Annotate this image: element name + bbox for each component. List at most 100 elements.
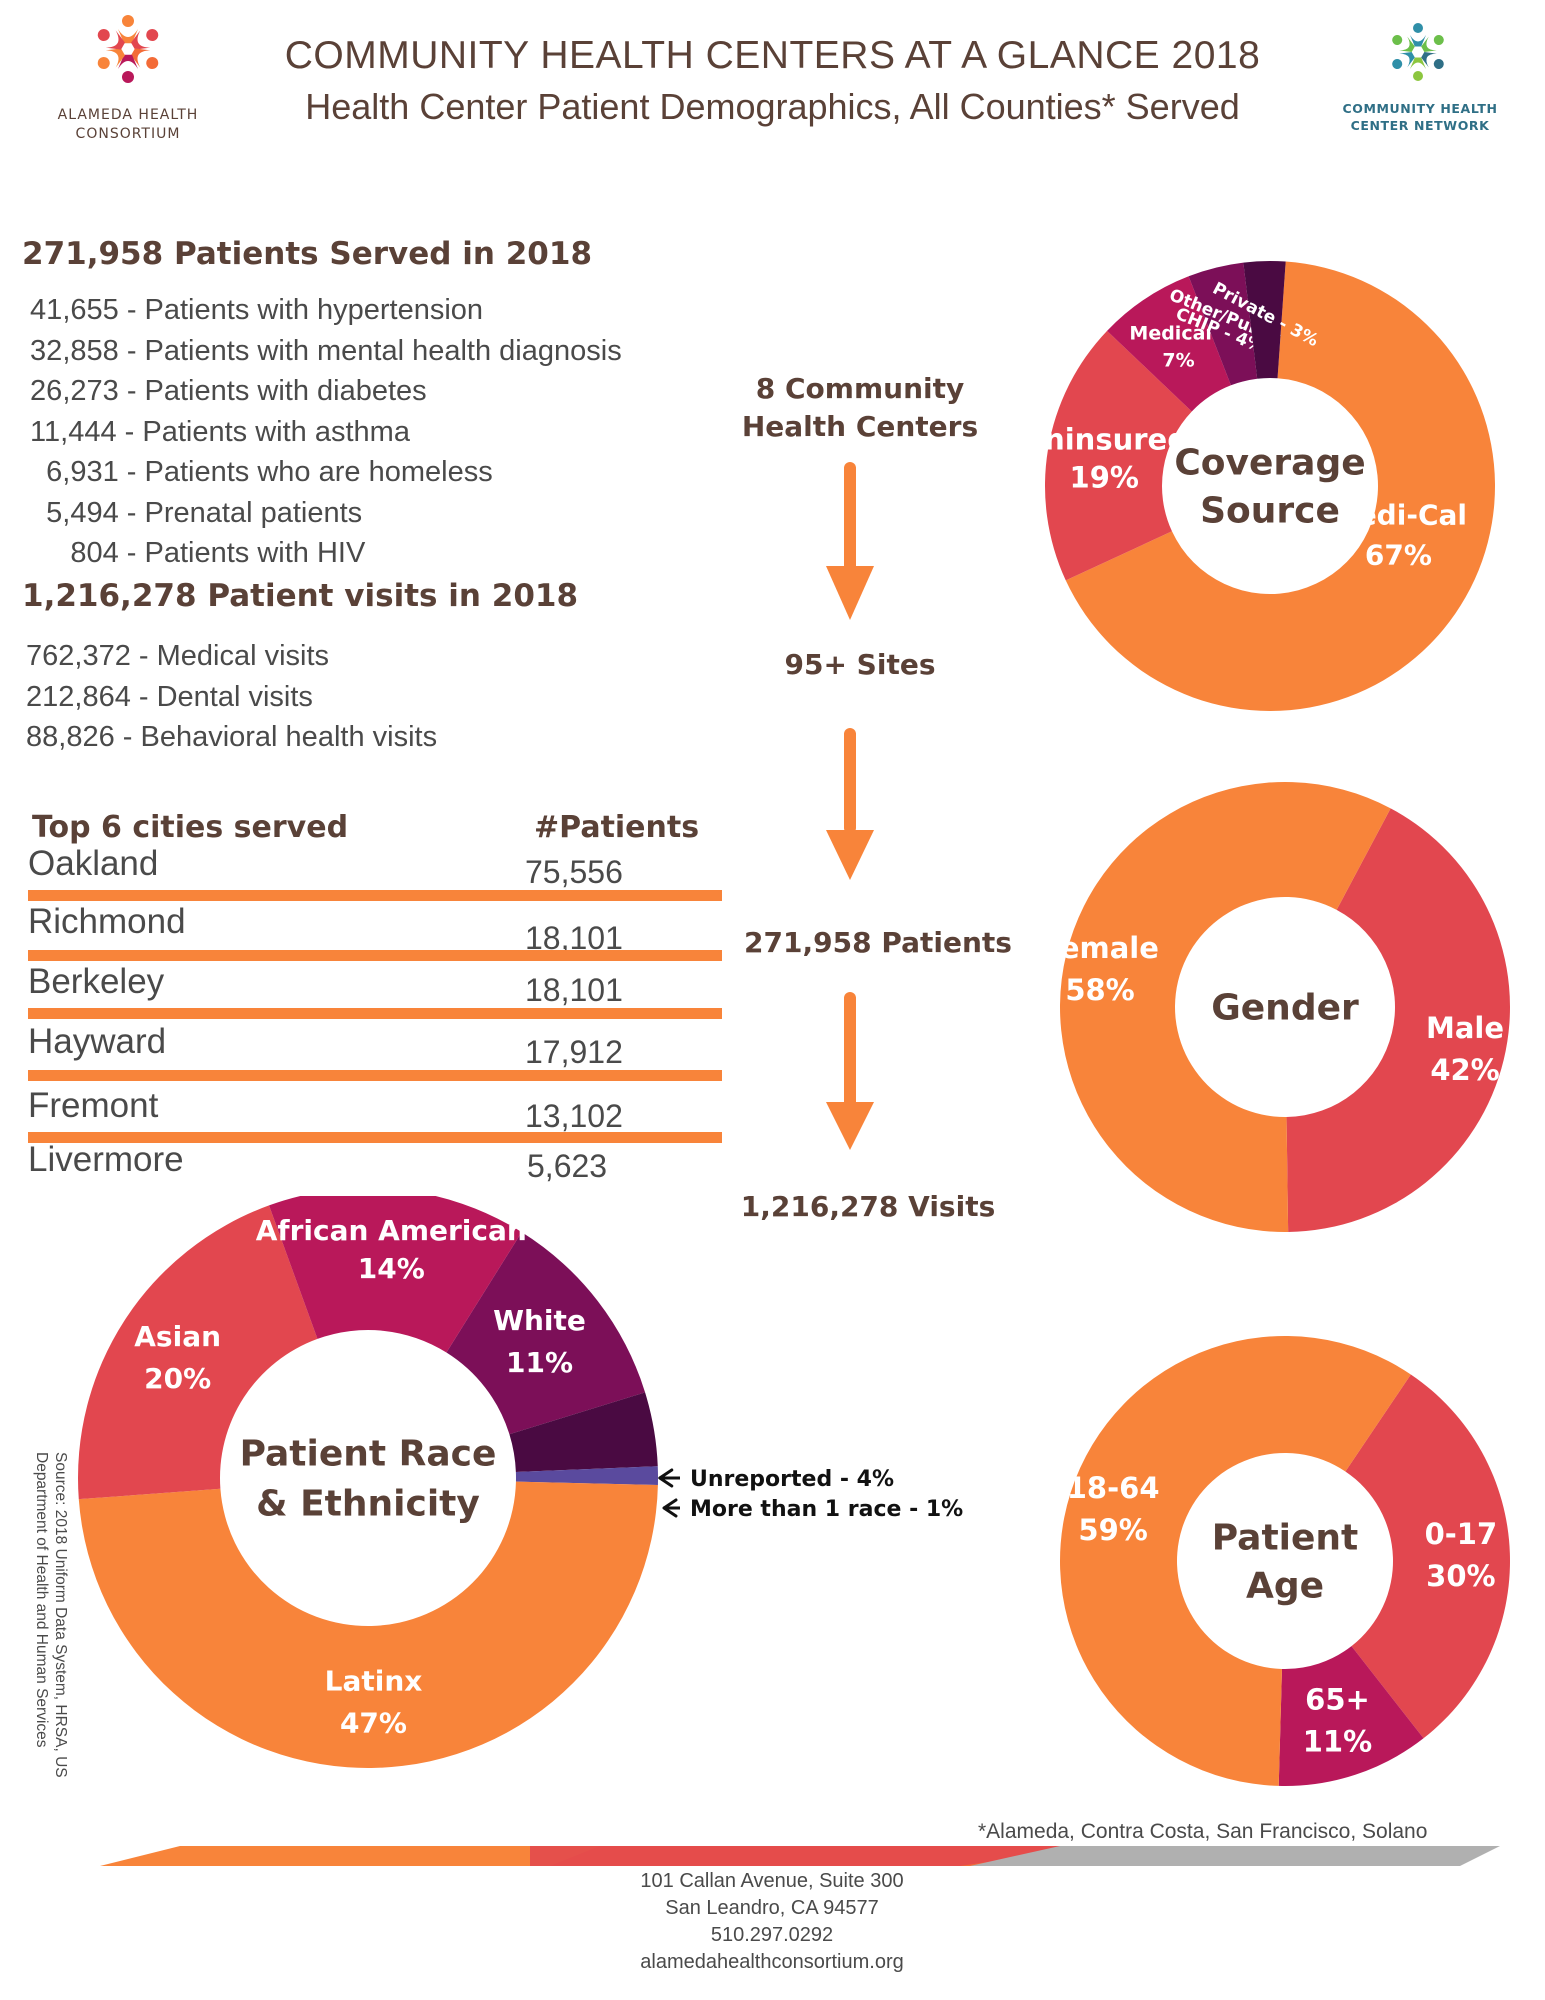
flow-item-health-centers: 8 Community Health Centers	[741, 372, 979, 443]
patients-list-item: 6,931 - Patients who are homeless	[22, 456, 493, 488]
slice-label-line: 20%	[144, 1362, 211, 1395]
slice-white	[446, 1232, 646, 1435]
slice-label-line: 0-17	[1425, 1517, 1498, 1551]
logo-figure	[1392, 51, 1415, 69]
patients-list-item: 32,858 - Patients with mental health dia…	[22, 334, 622, 367]
city-divider	[28, 1132, 722, 1143]
city-name: Hayward	[28, 1022, 167, 1061]
slice-unreported	[509, 1392, 658, 1472]
center-label-line: Gender	[1211, 988, 1359, 1029]
city-value: 75,556	[525, 854, 623, 890]
flow-arrows	[826, 462, 874, 1150]
logo-figure	[97, 48, 125, 69]
city-value: 5,623	[527, 1148, 608, 1184]
slice-label-line: 58%	[1065, 973, 1134, 1007]
chart-center-label: Patient Race & Ethnicity	[240, 1434, 497, 1525]
cities-heading: Top 6 cities served	[32, 810, 349, 845]
logo-figure-head	[122, 71, 134, 83]
logo-figure-body	[131, 30, 151, 50]
logo-figure-body	[1399, 51, 1415, 68]
logo-figure-body	[105, 30, 125, 50]
slice-other-public-chip	[1188, 262, 1258, 386]
slice-label: Uninsured 19%	[1030, 423, 1188, 495]
slice-label-line: 14%	[358, 1252, 425, 1285]
coverage-source-donut-chart: Medi-Cal 67%Uninsured 19%Medicare 7%Other/P…	[1030, 261, 1495, 711]
cities-value-heading: #Patients	[534, 810, 700, 845]
slice-label: 18-64 59%	[1067, 1471, 1160, 1547]
slice-label: Latinx 47%	[325, 1665, 423, 1740]
logo-figure-head	[1413, 71, 1423, 81]
city-value: 17,912	[525, 1034, 623, 1070]
race-ethnicity-donut-chart: White 11% Unreported - 4% More than 1 race …	[78, 1196, 963, 1769]
logo-figure	[118, 54, 138, 83]
slice-18-64	[1060, 1336, 1411, 1786]
alameda-health-consortium-logo-icon	[97, 15, 159, 83]
community-health-center-network-logo-icon	[1392, 23, 1444, 81]
slice-female	[1060, 782, 1391, 1232]
slice-label-line: 11%	[506, 1346, 573, 1379]
slice-label-line: African American	[256, 1214, 527, 1247]
logo-figure-body	[131, 48, 151, 68]
logo-figure	[1392, 35, 1415, 53]
slice-label-line: Latinx	[325, 1665, 423, 1698]
slice-more-than-1-race	[515, 1466, 658, 1485]
logo-figure-head	[1433, 59, 1444, 69]
center-label-line: Patient	[1212, 1518, 1359, 1559]
logo-figure	[97, 29, 125, 50]
slice-label: More than 1 race - 1%	[690, 1497, 963, 1522]
slice-label-line: Asian	[134, 1320, 221, 1353]
website-link[interactable]: alamedahealthconsortium.org	[640, 1951, 904, 1973]
visits-heading: 1,216,278 Patient visits in 2018	[22, 578, 579, 614]
city-name: Livermore	[28, 1140, 184, 1179]
slice-label: Medicare 7%	[1129, 323, 1227, 372]
city-name: Oakland	[28, 844, 159, 883]
logo-figure-body	[118, 54, 138, 69]
logo-figure-head	[97, 29, 110, 41]
slice-label-line: Uninsured	[1030, 423, 1188, 457]
chart-center-label: Patient Age	[1212, 1518, 1359, 1607]
flow-item-sites: 95+ Sites	[784, 648, 936, 681]
logo-figure-body	[1421, 51, 1437, 68]
address-line: 101 Callan Avenue, Suite 300	[640, 1870, 904, 1892]
logo-figure	[131, 29, 159, 50]
city-value: 18,101	[525, 972, 623, 1008]
slice-label-line: White	[493, 1304, 586, 1337]
slice-label: Unreported - 4%	[690, 1467, 894, 1492]
left-logo-text: ALAMEDA HEALTH CONSORTIUM	[30, 106, 226, 144]
chart-center-label: Coverage Source	[1174, 443, 1365, 532]
source-line: Source: 2018 Uniform Data System, HRSA, …	[52, 1452, 69, 1778]
page-title: COMMUNITY HEALTH CENTERS AT A GLANCE 201…	[284, 34, 1261, 77]
center-label-line: Source	[1200, 491, 1340, 532]
slice-medi-cal	[1065, 261, 1495, 711]
slice-label-line: 42%	[1430, 1053, 1499, 1087]
slice-label: Female 58%	[1050, 931, 1159, 1007]
right-logo-line: COMMUNITY HEALTH	[1342, 101, 1498, 116]
slice-label-line: 59%	[1078, 1513, 1147, 1547]
logo-figure	[1410, 23, 1426, 47]
logo-figure-body	[105, 48, 125, 68]
logo-figure-head	[97, 57, 110, 69]
slice-label-line: Medicare	[1129, 323, 1227, 345]
logo-figure-body	[1399, 36, 1415, 53]
slice-label: White 11%	[493, 1304, 586, 1379]
slice-male	[1286, 808, 1510, 1232]
slice-callout: Unreported - 4%	[658, 1467, 894, 1492]
logo-figure-head	[146, 57, 159, 69]
flow-item-visits: 1,216,278 Visits	[740, 1190, 996, 1223]
slice-label-line: Medi-Cal	[1330, 498, 1467, 531]
center-label-line: Age	[1246, 1566, 1324, 1607]
slice-label: Asian 20%	[134, 1320, 221, 1395]
slice-label: 0-17 30%	[1425, 1517, 1498, 1593]
slice-medicare	[1107, 276, 1231, 412]
patients-list: 41,655 - Patients with hypertension 32,8…	[22, 290, 622, 574]
city-divider	[28, 950, 722, 961]
callout-arrowhead-icon	[658, 1468, 674, 1488]
logo-figure-head	[1392, 35, 1403, 45]
source-note: Source: 2018 Uniform Data System, HRSA, …	[32, 1452, 70, 1778]
city-value: 13,102	[525, 1098, 623, 1134]
city-name: Fremont	[28, 1086, 159, 1125]
chart-center-label: Gender	[1211, 988, 1359, 1029]
slice-65-	[1278, 1646, 1424, 1786]
address-line: San Leandro, CA 94577	[665, 1897, 879, 1919]
patients-list-item: 41,655 - Patients with hypertension	[22, 294, 484, 326]
